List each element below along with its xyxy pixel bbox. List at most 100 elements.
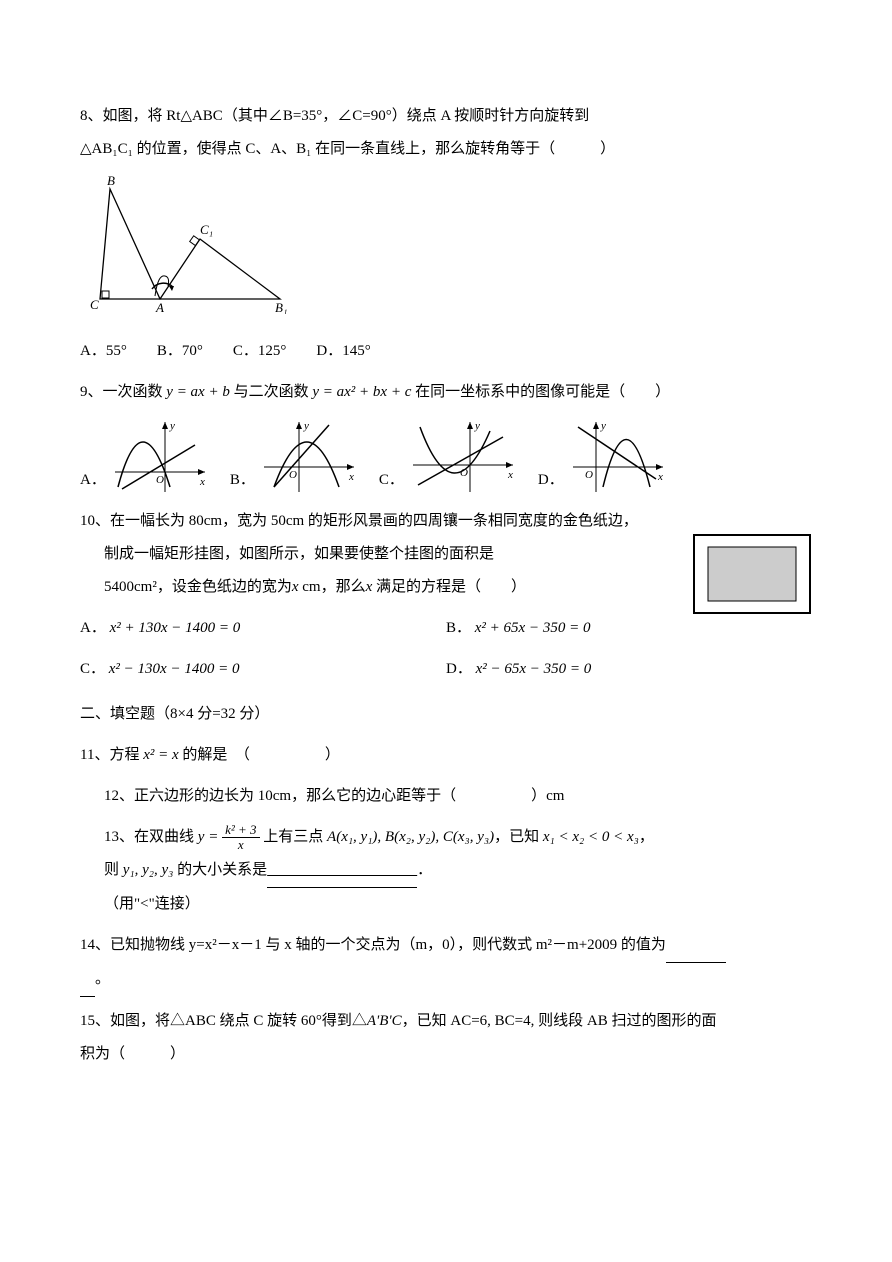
q9-optC-label: C．	[379, 464, 404, 497]
q15-line1: 15、如图，将△ABC 绕点 C 旋转 60°得到△A'B'C，已知 AC=6,…	[80, 1005, 812, 1038]
q9-item-C: C． x y O	[379, 417, 518, 497]
q13-p4: ，	[639, 829, 654, 845]
question-9: 9、一次函数 y = ax + b 与二次函数 y = ax² + bx + c…	[80, 376, 812, 497]
q13-l2-p2: 的大小关系是	[177, 862, 267, 878]
question-8: 8、如图，将 Rt△ABC（其中∠B=35°，∠C=90°）绕点 A 按顺时针方…	[80, 100, 812, 368]
q9-formula2: y = ax² + bx + c	[312, 384, 411, 400]
q9-optD-label: D．	[538, 464, 564, 497]
label-B: B	[107, 174, 115, 188]
q10-opt-A: A． x² + 130x − 1400 = 0	[80, 612, 446, 645]
q14-line1: 14、已知抛物线 y=x²－x－1 与 x 轴的一个交点为（m，0），则代数式 …	[80, 929, 812, 963]
svg-text:x: x	[199, 476, 205, 488]
label-C: C	[90, 297, 99, 312]
q10-D-label: D．	[446, 661, 472, 677]
q10-l3-p3: 满足的方程是（ ）	[372, 579, 526, 595]
q11-p1: 方程	[109, 747, 139, 763]
q9-part3: 在同一坐标系中的图像可能是（ ）	[415, 384, 670, 400]
q10-opt-C: C． x² − 130x − 1400 = 0	[80, 653, 446, 686]
q13-p3: ，已知	[494, 829, 539, 845]
q10-B-eq: x² + 65x − 350 = 0	[475, 620, 591, 636]
q9-item-A: A． x y O	[80, 417, 210, 497]
q10-opt-D: D． x² − 65x − 350 = 0	[446, 653, 812, 686]
q14-number: 14、	[80, 937, 110, 953]
q9-graph-B: x y O	[259, 417, 359, 497]
q9-graph-D: x y O	[568, 417, 668, 497]
q14-blank2	[80, 963, 95, 997]
svg-text:x: x	[348, 471, 354, 483]
svg-text:y: y	[169, 420, 175, 432]
q9-item-D: D． x y O	[538, 417, 668, 497]
q9-graph-C: x y O	[408, 417, 518, 497]
q12-number: 12、	[104, 788, 134, 804]
svg-text:y: y	[600, 420, 606, 432]
q13-y: y =	[198, 829, 222, 845]
triangle-rotation-diagram: B C A C₁ B₁	[80, 174, 290, 314]
svg-text:y: y	[303, 420, 309, 432]
label-A: A	[155, 300, 164, 314]
svg-text:O: O	[156, 474, 164, 486]
q9-graph-A: x y O	[110, 417, 210, 497]
q9-options: A． x y O B． x y O	[80, 417, 812, 497]
frame-rectangle-diagram	[692, 533, 812, 615]
q13-p2: 上有三点	[263, 829, 323, 845]
q10-var1: x	[292, 579, 299, 595]
q10-C-eq: x² − 130x − 1400 = 0	[109, 661, 240, 677]
q9-number: 9、	[80, 384, 103, 400]
q14-blank	[666, 929, 726, 963]
svg-text:x: x	[507, 469, 513, 481]
q13-den: x	[222, 838, 259, 852]
q13-num: k² + 3	[222, 823, 259, 838]
question-12: 12、正六边形的边长为 10cm，那么它的边心距等于（ ）cm	[80, 780, 812, 813]
q8-line2: △AB₁C₁ 的位置，使得点 C、A、B₁ 在同一条直线上，那么旋转角等于（ ）	[80, 133, 812, 166]
q15-number: 15、	[80, 1013, 110, 1029]
q9-item-B: B． x y O	[230, 417, 359, 497]
q14-p2: 。	[95, 971, 110, 987]
q10-A-label: A．	[80, 620, 106, 636]
q8-text: 8、如图，将 Rt△ABC（其中∠B=35°，∠C=90°）绕点 A 按顺时针方…	[80, 100, 812, 133]
q10-B-label: B．	[446, 620, 471, 636]
q10-number: 10、	[80, 513, 110, 529]
q13-p1: 在双曲线	[134, 829, 194, 845]
svg-text:y: y	[474, 420, 480, 432]
q13-blank	[267, 854, 417, 888]
svg-text:x: x	[657, 471, 663, 483]
q10-l3-p1: 5400cm²，设金色纸边的宽为	[104, 579, 292, 595]
q8-opt-D: D．145°	[316, 335, 370, 368]
q15-line2: 积为（ ）	[80, 1038, 812, 1071]
q9-optA-label: A．	[80, 464, 106, 497]
q9-part2: 与二次函数	[234, 384, 309, 400]
q10-text1: 在一幅长为 80cm，宽为 50cm 的矩形风景画的四周镶一条相同宽度的金色纸边…	[110, 513, 638, 529]
q8-opt-C: C．125°	[233, 335, 287, 368]
q15-p1: 如图，将△ABC 绕点 C 旋转 60°得到△	[110, 1013, 367, 1029]
q9-part1: 一次函数	[103, 384, 163, 400]
q9-text: 9、一次函数 y = ax + b 与二次函数 y = ax² + bx + c…	[80, 376, 812, 409]
q14-p1: 已知抛物线 y=x²－x－1 与 x 轴的一个交点为（m，0），则代数式 m²－…	[110, 937, 666, 953]
q13-fraction: k² + 3x	[222, 823, 259, 853]
q8-opt-A: A．55°	[80, 335, 127, 368]
q10-l3-p2: cm，那么	[299, 579, 366, 595]
q13-l2-p3: ．	[417, 862, 432, 878]
q13-line2: 则 y₁, y₂, y₃ 的大小关系是 ．	[104, 854, 812, 888]
q13-ineq: x₁ < x₂ < 0 < x₃	[543, 829, 639, 845]
q13-line1: 13、在双曲线 y = k² + 3x 上有三点 A(x₁, y₁), B(x₂…	[104, 821, 812, 854]
q8-opt-B: B．70°	[157, 335, 203, 368]
q8-options: A．55° B．70° C．125° D．145°	[80, 335, 812, 368]
q12-text: 正六边形的边长为 10cm，那么它的边心距等于（ ）cm	[134, 788, 564, 804]
q9-formula1: y = ax + b	[166, 384, 230, 400]
label-C1: C₁	[200, 222, 213, 237]
q11-number: 11、	[80, 747, 109, 763]
q13-l2-p1: 则	[104, 862, 119, 878]
label-B1: B₁	[275, 300, 287, 314]
q15-prime: A'B'C	[367, 1013, 402, 1029]
q13-vars: y₁, y₂, y₃	[123, 862, 174, 878]
q10-D-eq: x² − 65x − 350 = 0	[476, 661, 592, 677]
q13-points: A(x₁, y₁), B(x₂, y₂), C(x₃, y₃)	[327, 829, 494, 845]
q10-C-label: C．	[80, 661, 105, 677]
q8-number: 8、	[80, 108, 103, 124]
section-2-header: 二、填空题（8×4 分=32 分）	[80, 698, 812, 731]
q11-formula: x² = x	[143, 747, 178, 763]
question-13: 13、在双曲线 y = k² + 3x 上有三点 A(x₁, y₁), B(x₂…	[80, 821, 812, 921]
q8-figure: B C A C₁ B₁	[80, 174, 812, 327]
question-11: 11、方程 x² = x 的解是 （ ）	[80, 739, 812, 772]
q10-figure	[692, 533, 812, 628]
